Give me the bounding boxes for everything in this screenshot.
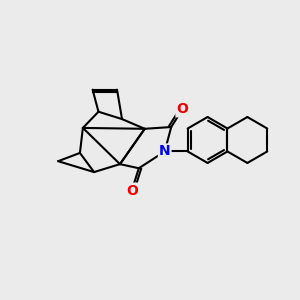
Text: O: O: [176, 102, 188, 116]
Text: N: N: [159, 145, 170, 158]
Text: O: O: [126, 184, 138, 198]
